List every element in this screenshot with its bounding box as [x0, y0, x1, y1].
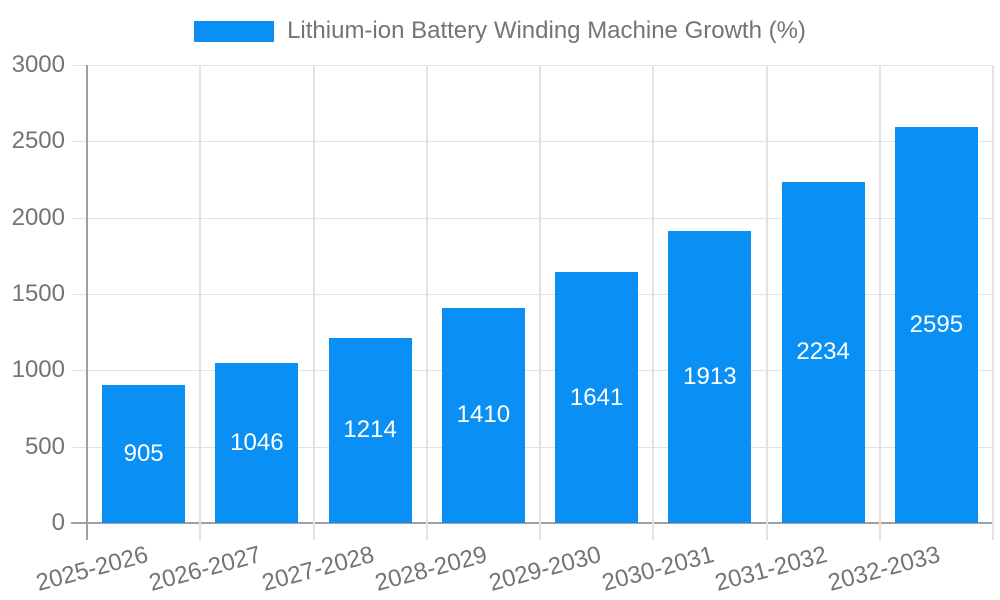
bar [441, 307, 525, 523]
bar [328, 337, 412, 523]
bar [102, 384, 186, 523]
y-axis-tick-label: 2000 [11, 203, 65, 231]
horizontal-gridline [71, 141, 993, 143]
horizontal-gridline [71, 294, 993, 295]
bar-value-label: 1641 [569, 383, 624, 411]
bar-value-label: 1214 [343, 416, 397, 444]
y-axis-tick-label: 1000 [11, 356, 65, 384]
bar [894, 126, 978, 523]
bar [555, 272, 639, 523]
y-axis-tick-label: 0 [51, 509, 65, 536]
vertical-gridline [652, 65, 655, 540]
horizontal-gridline [71, 217, 993, 219]
y-axis-tick-label: 500 [24, 432, 65, 460]
legend-swatch-icon [194, 20, 275, 42]
bar-value-label: 2234 [796, 338, 850, 366]
bar-value-label: 1046 [230, 429, 284, 457]
horizontal-gridline [71, 446, 993, 448]
bar [781, 181, 865, 523]
vertical-gridline [425, 65, 428, 540]
vertical-gridline [539, 65, 541, 540]
y-axis-tick-label: 2500 [11, 127, 65, 155]
chart-legend[interactable]: Lithium-ion Battery Winding Machine Grow… [0, 16, 1000, 46]
horizontal-gridline [71, 65, 993, 66]
vertical-gridline [878, 65, 881, 540]
legend-label: Lithium-ion Battery Winding Machine Grow… [287, 17, 806, 44]
horizontal-gridline [71, 370, 993, 372]
bar [215, 363, 299, 523]
bar-value-label: 1410 [456, 401, 511, 429]
y-axis-tick-label: 3000 [11, 51, 65, 78]
vertical-gridline [992, 65, 994, 540]
bar [668, 230, 752, 523]
bar-value-label: 1913 [683, 362, 737, 390]
y-axis-line [86, 65, 88, 540]
y-axis-tick-label: 1500 [11, 280, 65, 307]
bar-value-label: 2595 [909, 310, 964, 338]
vertical-gridline [765, 65, 768, 540]
x-axis-line [71, 522, 993, 524]
vertical-gridline [199, 65, 202, 540]
vertical-gridline [312, 65, 315, 540]
bar-value-label: 905 [123, 439, 164, 467]
